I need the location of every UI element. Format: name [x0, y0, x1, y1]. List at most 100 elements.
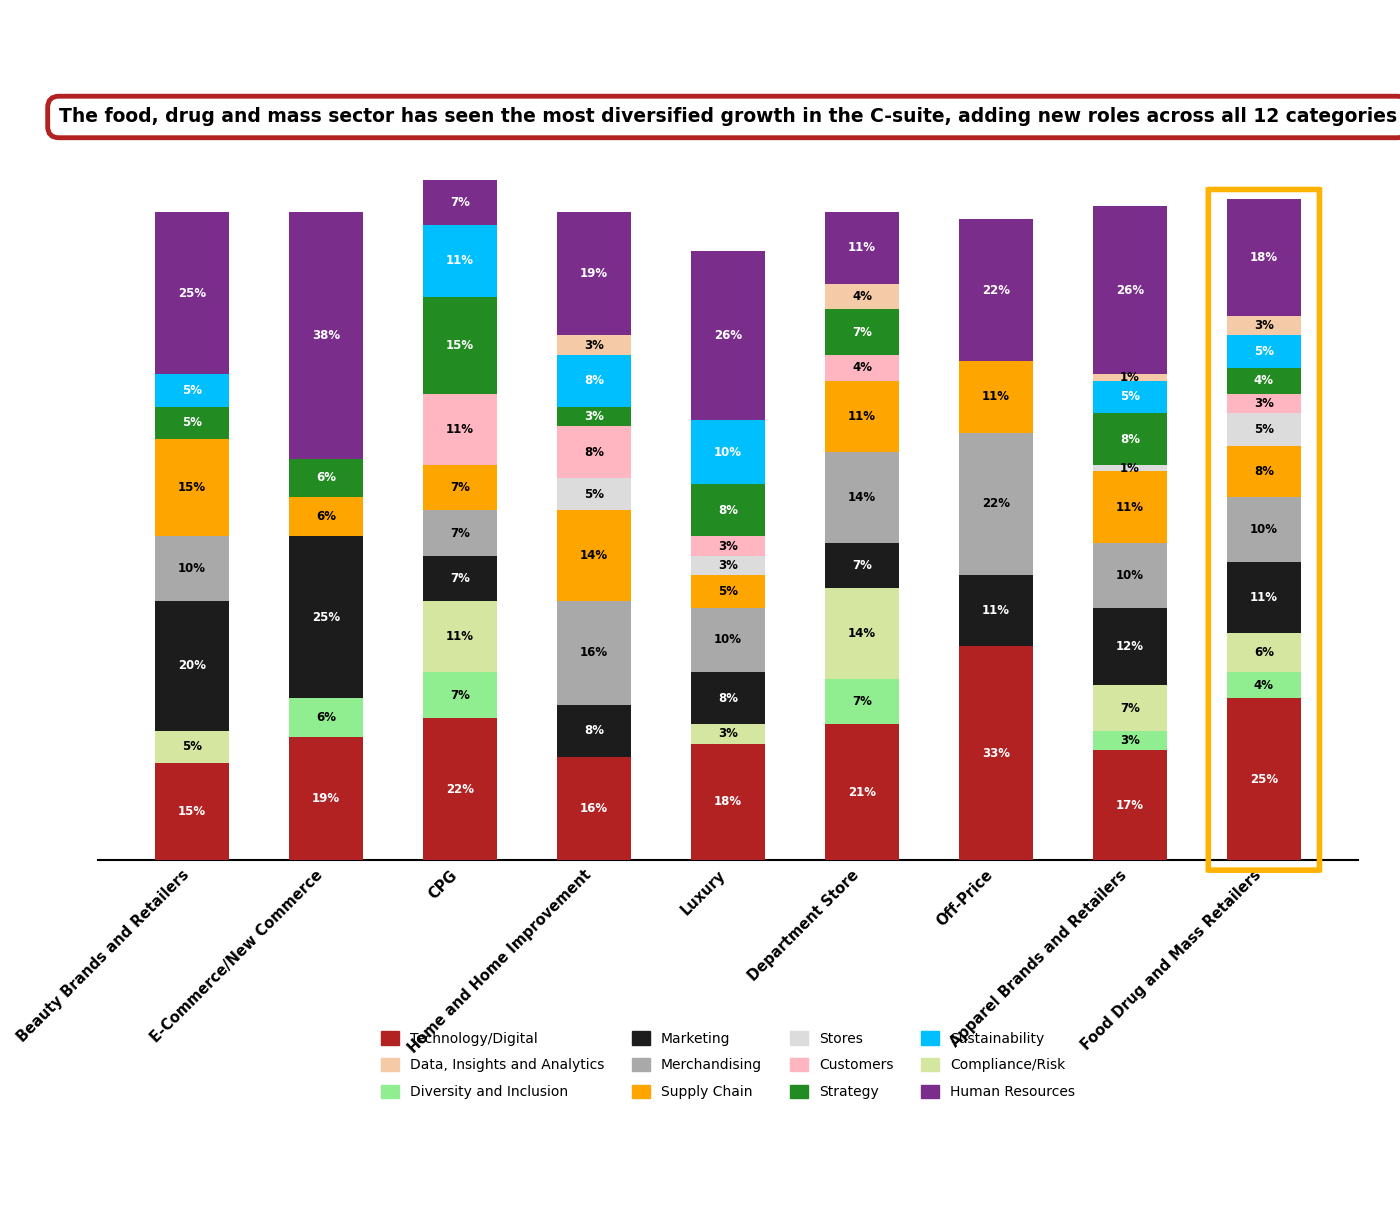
Bar [290, 213, 363, 458]
Text: 22%: 22% [447, 783, 475, 795]
Text: 5%: 5% [1254, 423, 1274, 436]
Bar [290, 698, 363, 737]
Text: 4%: 4% [1254, 375, 1274, 387]
Bar [155, 213, 230, 375]
Text: 14%: 14% [580, 549, 608, 562]
Bar [155, 536, 230, 601]
Bar [692, 536, 764, 556]
Text: 5%: 5% [1254, 345, 1274, 358]
Bar [290, 458, 363, 498]
Bar [290, 536, 363, 698]
Text: 25%: 25% [178, 286, 206, 300]
Text: 11%: 11% [447, 254, 475, 268]
Bar [423, 510, 497, 556]
Text: 7%: 7% [451, 482, 470, 494]
Bar [1226, 562, 1301, 633]
Bar [1226, 446, 1301, 498]
Text: 8%: 8% [584, 375, 603, 387]
Bar [423, 393, 497, 465]
Bar [290, 498, 363, 536]
Text: 8%: 8% [584, 724, 603, 737]
Bar [423, 672, 497, 718]
Bar [155, 439, 230, 536]
Bar [692, 251, 764, 419]
Bar [557, 355, 631, 407]
Bar [1093, 543, 1166, 607]
Bar [825, 589, 899, 678]
Text: 7%: 7% [853, 696, 872, 708]
Bar [557, 510, 631, 601]
Text: 5%: 5% [182, 383, 202, 397]
Bar [1093, 750, 1166, 860]
Bar [1093, 686, 1166, 731]
Bar [1093, 465, 1166, 472]
Bar [959, 361, 1033, 433]
Text: 11%: 11% [848, 241, 876, 254]
Text: 8%: 8% [584, 446, 603, 458]
Bar [1226, 698, 1301, 860]
Text: 3%: 3% [584, 339, 603, 351]
Bar [557, 426, 631, 478]
Bar [155, 375, 230, 407]
Bar [1093, 413, 1166, 465]
Text: 14%: 14% [848, 490, 876, 504]
Bar [155, 731, 230, 763]
Bar [959, 646, 1033, 860]
Text: 10%: 10% [714, 633, 742, 646]
Text: 7%: 7% [451, 688, 470, 702]
Bar [1226, 367, 1301, 393]
Bar [825, 355, 899, 381]
Bar [557, 601, 631, 704]
Text: 7%: 7% [451, 526, 470, 540]
Text: 3%: 3% [584, 410, 603, 423]
Text: 38%: 38% [312, 329, 340, 342]
Text: 6%: 6% [1254, 646, 1274, 660]
Bar [1226, 498, 1301, 562]
Bar [692, 607, 764, 672]
Bar [692, 419, 764, 484]
Text: 7%: 7% [1120, 702, 1140, 714]
Text: 8%: 8% [1120, 433, 1140, 446]
Text: 5%: 5% [718, 585, 738, 597]
Bar [825, 724, 899, 860]
Text: 3%: 3% [1254, 397, 1274, 410]
Text: 4%: 4% [853, 290, 872, 304]
Bar [557, 757, 631, 860]
Bar [1226, 336, 1301, 367]
Text: 3%: 3% [1254, 320, 1274, 332]
Bar [557, 213, 631, 336]
Text: 11%: 11% [447, 423, 475, 436]
Bar [557, 478, 631, 510]
Bar [423, 556, 497, 601]
Text: 8%: 8% [718, 692, 738, 704]
Bar [825, 678, 899, 724]
Bar [1226, 393, 1301, 413]
Text: 8%: 8% [718, 504, 738, 517]
Text: 11%: 11% [447, 630, 475, 643]
Text: 22%: 22% [981, 284, 1009, 296]
Text: 15%: 15% [447, 339, 475, 351]
Bar [557, 704, 631, 757]
Title: The food, drug and mass sector has seen the most diversified growth in the C-sui: The food, drug and mass sector has seen … [59, 107, 1397, 127]
Text: 10%: 10% [178, 562, 206, 575]
Bar [1226, 672, 1301, 698]
Bar [1226, 413, 1301, 446]
Text: 18%: 18% [1250, 251, 1278, 264]
Bar [1226, 316, 1301, 336]
Bar [692, 556, 764, 575]
Text: 26%: 26% [714, 329, 742, 342]
Text: 21%: 21% [848, 785, 876, 799]
Text: 6%: 6% [316, 712, 336, 724]
Text: 5%: 5% [584, 488, 603, 500]
Bar [959, 575, 1033, 646]
Text: 6%: 6% [316, 472, 336, 484]
Text: 19%: 19% [312, 793, 340, 805]
Bar [423, 465, 497, 510]
Legend: Technology/Digital, Data, Insights and Analytics, Diversity and Inclusion, Marke: Technology/Digital, Data, Insights and A… [381, 1031, 1075, 1100]
Bar [692, 575, 764, 607]
Bar [155, 763, 230, 860]
Bar [959, 219, 1033, 361]
Text: 22%: 22% [981, 498, 1009, 510]
Text: 33%: 33% [981, 747, 1009, 760]
Text: 16%: 16% [580, 803, 608, 815]
